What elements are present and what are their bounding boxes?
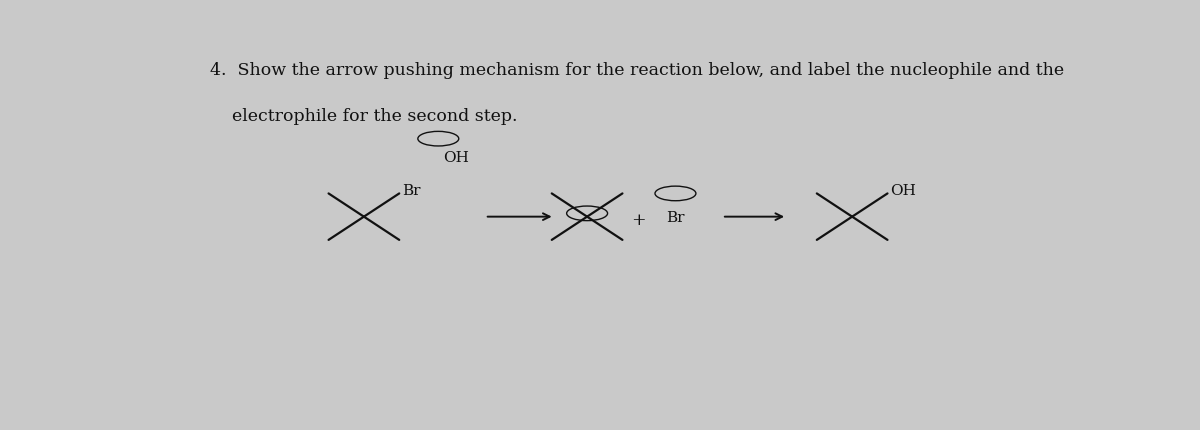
Text: OH: OH <box>890 184 916 197</box>
Text: 4.  Show the arrow pushing mechanism for the reaction below, and label the nucle: 4. Show the arrow pushing mechanism for … <box>210 61 1064 79</box>
Text: Br: Br <box>402 184 420 197</box>
Text: electrophile for the second step.: electrophile for the second step. <box>210 108 518 125</box>
Text: OH: OH <box>443 150 469 165</box>
Text: Br: Br <box>666 210 685 224</box>
Text: +: + <box>631 212 646 229</box>
